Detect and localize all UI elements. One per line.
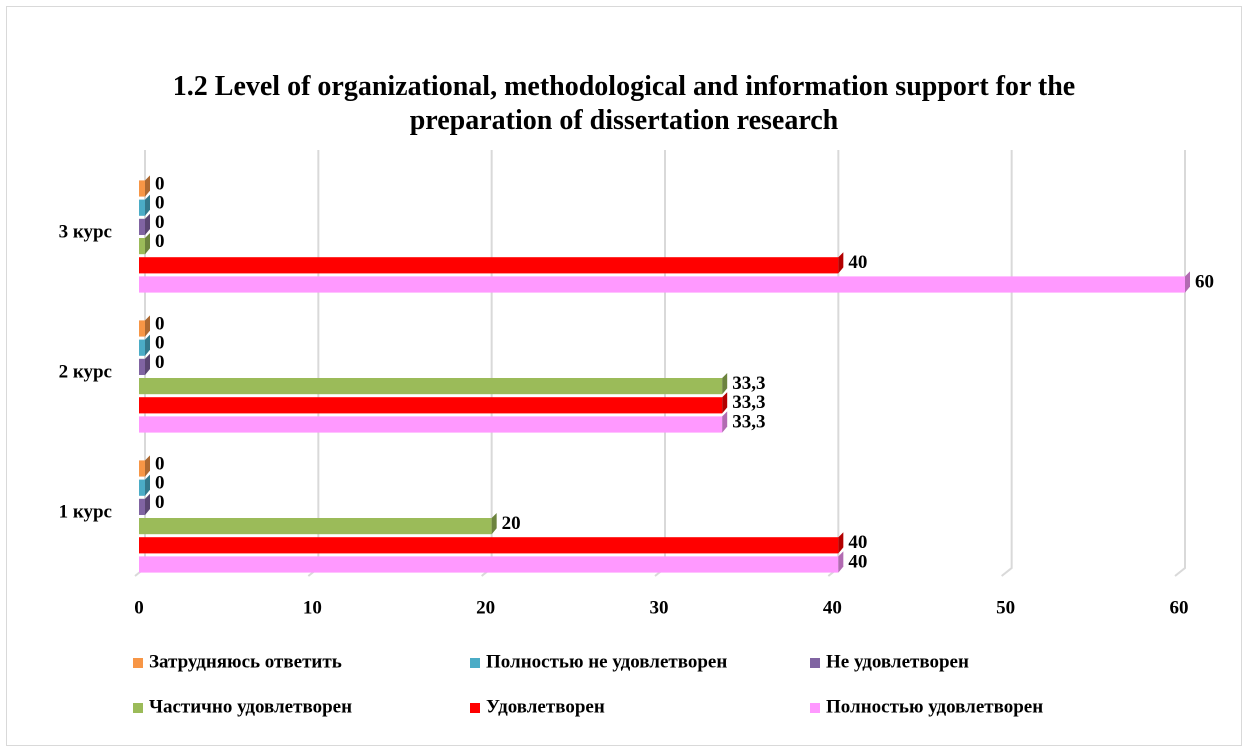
legend-swatch [133,658,143,668]
grid-line [481,150,493,577]
page: 1.2 Level of organizational, methodologi… [6,6,1242,746]
data-label: 0 [155,333,165,354]
data-label: 0 [155,313,165,334]
data-label: 0 [155,453,165,474]
bar [139,378,723,395]
bar [139,518,492,535]
bar-side [145,353,150,375]
y-tick-label: 2 курс [59,361,112,382]
bar [139,460,145,477]
bar-side [838,551,844,573]
bar [139,320,145,337]
legend-swatch [470,703,480,713]
bar-side [722,373,728,395]
bar-side [145,315,150,337]
bar-side [145,194,150,216]
grid-line [1001,150,1013,577]
bar-side [722,392,728,414]
x-tick-label: 0 [134,597,144,618]
legend-swatch [470,658,480,668]
bar [139,238,145,255]
bar-side [491,513,497,535]
bar-side [145,213,150,235]
x-tick-label: 40 [823,597,842,618]
bar-side [145,474,150,496]
x-tick-label: 20 [476,597,495,618]
bar-side [145,455,150,477]
y-tick-label: 1 курс [59,501,112,522]
bar-side [1185,271,1190,293]
bar [139,479,145,496]
grid-line [1174,150,1186,577]
data-label: 0 [155,212,165,233]
legend-label: Полностью не удовлетворен [486,651,727,672]
data-label: 20 [502,513,521,534]
data-label: 40 [848,252,867,273]
bar [139,416,723,433]
bar-side [145,334,150,356]
legend-label: Не удовлетворен [826,651,969,672]
grid-line [307,150,320,577]
legend-label: Затрудняюсь ответить [149,651,342,672]
bar-side [145,175,150,197]
data-label: 0 [155,352,165,373]
data-label: 0 [155,231,165,252]
data-label: 0 [155,492,165,513]
legend-swatch [133,703,143,713]
bar [139,257,839,274]
bar-side [838,532,844,554]
x-tick-label: 30 [650,597,669,618]
x-tick-label: 60 [1170,597,1189,618]
x-tick-label: 50 [996,597,1015,618]
legend-swatch [810,658,820,668]
data-label: 40 [848,532,867,553]
x-tick-label: 10 [303,597,322,618]
legend-label: Удовлетворен [486,696,605,717]
bar [139,358,145,375]
chart-title: 1.2 Level of organizational, methodologi… [172,71,1076,136]
bar [139,218,145,235]
data-label: 0 [155,173,165,194]
bar [139,556,839,573]
bar [139,339,145,356]
bar [139,397,723,414]
data-label: 0 [155,193,165,214]
data-label: 0 [155,473,165,494]
data-label: 33,3 [732,411,765,432]
legend-swatch [810,703,820,713]
data-label: 33,3 [732,392,765,413]
bar [139,498,145,515]
bar-side [145,493,150,515]
bar [139,537,839,554]
bar [139,199,145,216]
grid-line [654,150,666,577]
bar [139,180,145,197]
data-label: 60 [1195,271,1214,292]
y-tick-label: 3 курс [59,221,112,242]
data-label: 40 [848,551,867,572]
data-label: 33,3 [732,373,765,394]
grid-line [827,150,840,577]
legend-label: Полностью удовлетворен [826,696,1043,717]
bar [139,276,1185,293]
bar-side [145,233,150,255]
legend-label: Частично удовлетворен [149,696,352,717]
bar-side [722,411,728,433]
bar-side [838,252,844,274]
